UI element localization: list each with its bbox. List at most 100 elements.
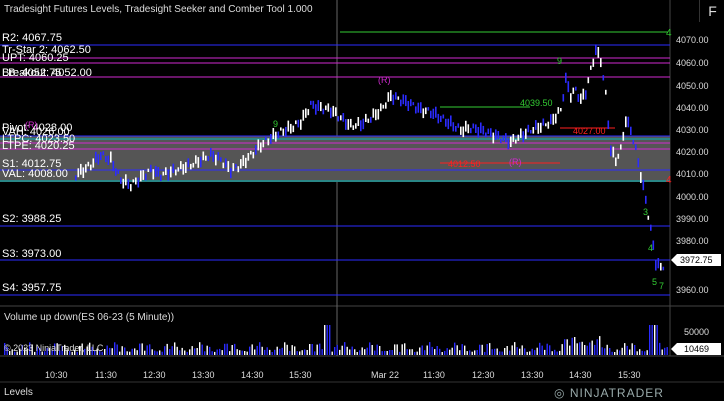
price-bar: [650, 225, 652, 231]
volume-bar: [547, 344, 548, 355]
volume-bar: [267, 347, 268, 355]
price-tick: 4000.00: [676, 192, 709, 202]
price-bar: [150, 165, 152, 172]
price-bar: [335, 107, 337, 116]
price-bar: [413, 102, 415, 105]
volume-bar: [122, 346, 123, 355]
volume-bar: [332, 352, 333, 355]
volume-bar: [654, 325, 655, 355]
volume-bar: [104, 349, 105, 355]
volume-bar: [382, 351, 383, 355]
price-bar: [560, 108, 562, 111]
current-price-label: 3972.75: [680, 255, 713, 265]
volume-bar: [362, 347, 363, 355]
price-bar: [440, 116, 442, 122]
volume-bar: [504, 348, 505, 355]
volume-bar: [349, 350, 350, 356]
volume-bar: [657, 325, 658, 355]
price-bar: [225, 158, 227, 167]
volume-bar: [364, 349, 365, 355]
menu-button[interactable]: F: [699, 0, 724, 22]
volume-bar: [187, 352, 188, 355]
price-bar: [568, 81, 570, 92]
tab-levels[interactable]: Levels: [4, 387, 33, 398]
annotation-4039: 4039.50: [520, 98, 553, 108]
price-bar: [438, 114, 440, 124]
price-bar: [328, 103, 330, 111]
annotation-r-2: (R): [25, 120, 38, 130]
price-tick: 4030.00: [676, 125, 709, 135]
price-bar: [598, 47, 600, 58]
price-bar: [460, 127, 462, 135]
price-bar: [123, 179, 125, 189]
volume-bar: [339, 350, 340, 355]
volume-bar: [182, 348, 183, 355]
volume-bar: [447, 348, 448, 355]
price-bar: [325, 106, 327, 111]
volume-bar: [499, 351, 500, 355]
volume-bar: [244, 351, 245, 355]
volume-bar: [359, 350, 360, 355]
volume-bar: [434, 349, 435, 355]
volume-bar: [227, 344, 228, 355]
volume-bar: [432, 347, 433, 355]
price-bar: [395, 92, 397, 99]
volume-bar: [207, 346, 208, 355]
price-bar: [148, 169, 150, 172]
price-bar: [243, 155, 245, 166]
price-bar: [173, 164, 175, 173]
price-bar: [555, 114, 557, 124]
price-bar: [490, 128, 492, 137]
price-axis[interactable]: 4070.00 4060.00 4050.00 4040.00 4030.00 …: [671, 35, 721, 295]
price-bar: [258, 139, 260, 150]
volume-bar: [514, 342, 515, 355]
volume-bar: [519, 349, 520, 355]
time-tick: Mar 22: [371, 370, 399, 380]
volume-bar: [614, 352, 615, 355]
volume-bar: [407, 349, 408, 355]
price-bar: [275, 132, 277, 142]
volume-bar: [667, 347, 668, 355]
price-bar: [623, 132, 625, 141]
price-bar: [285, 127, 287, 137]
price-bar: [405, 95, 407, 106]
volume-axis[interactable]: 50000 10469: [671, 327, 721, 355]
price-bar: [453, 122, 455, 131]
annotation-count-7: 7: [659, 281, 664, 291]
price-bar: [475, 124, 477, 133]
level-label-r2: R2: 4067.75: [2, 32, 62, 44]
price-bar: [80, 164, 82, 175]
volume-bar: [159, 350, 160, 355]
price-bar: [125, 174, 127, 185]
volume-bar: [212, 351, 213, 355]
price-bar: [105, 156, 107, 162]
volume-bar: [549, 345, 550, 355]
price-bar: [428, 107, 430, 111]
volume-bar: [602, 347, 603, 355]
time-tick: 12:30: [472, 370, 495, 380]
price-bar: [663, 267, 665, 271]
time-tick: 14:30: [569, 370, 592, 380]
price-bar: [323, 109, 325, 115]
price-bar: [143, 170, 145, 180]
price-bar: [205, 156, 207, 161]
price-bar: [443, 115, 445, 119]
time-tick: 13:30: [521, 370, 544, 380]
price-tick: 4050.00: [676, 81, 709, 91]
volume-bar: [497, 349, 498, 356]
annotation-r-3: (R): [509, 157, 522, 167]
time-axis[interactable]: 10:30 11:30 12:30 13:30 14:30 15:30 Mar …: [45, 370, 641, 380]
price-bar: [425, 108, 427, 115]
volume-bar: [129, 352, 130, 355]
price-bar: [365, 114, 367, 122]
volume-bar: [414, 352, 415, 355]
volume-bar: [107, 346, 108, 356]
price-bar: [185, 162, 187, 173]
annotation-count-4: 4: [648, 243, 653, 253]
volume-bar: [492, 349, 493, 355]
price-bar: [373, 108, 375, 117]
level-label-s3: S3: 3973.00: [2, 248, 61, 260]
volume-bar: [274, 350, 275, 355]
time-tick: 10:30: [45, 370, 68, 380]
